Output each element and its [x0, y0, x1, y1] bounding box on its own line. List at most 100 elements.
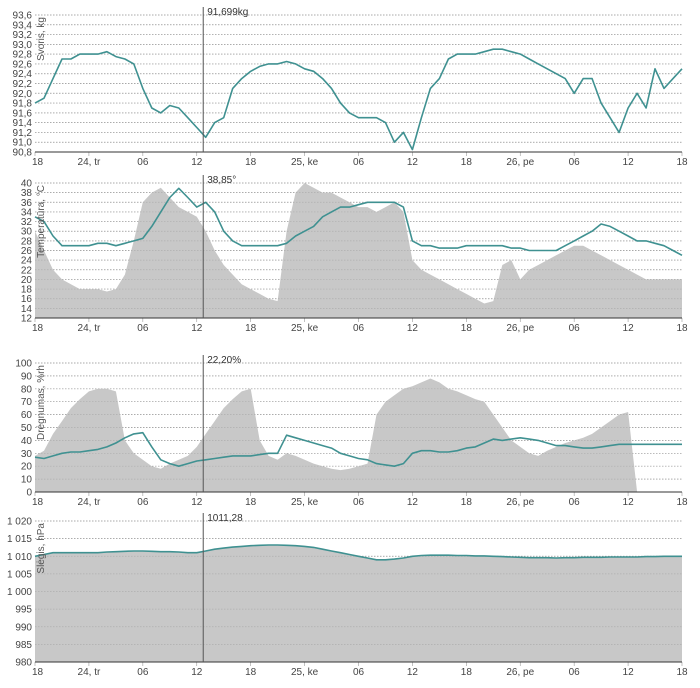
x-tick-label-p1-9: 26, pe: [506, 323, 534, 334]
y-axis-label-p3: Slėgis, hPa: [36, 523, 47, 574]
x-tick-label-p2-11: 12: [623, 497, 635, 508]
y-tick-label-p0-1: 91,0: [13, 138, 33, 149]
y-tick-label-p0-7: 92,2: [13, 79, 33, 90]
x-tick-label-p0-3: 12: [191, 157, 203, 168]
x-tick-label-p3-7: 12: [407, 667, 419, 678]
cursor-value-p2: 22,20%: [207, 355, 241, 366]
y-tick-label-p2-8: 80: [21, 384, 33, 395]
y-tick-label-p0-2: 91,2: [13, 128, 33, 139]
y-tick-label-p3-2: 990: [15, 622, 32, 633]
y-tick-label-p2-10: 100: [15, 359, 32, 370]
x-tick-label-p2-0: 18: [32, 497, 44, 508]
area-series-p1: [35, 183, 682, 318]
y-tick-label-p2-9: 90: [21, 371, 33, 382]
y-tick-label-p1-7: 26: [21, 246, 33, 257]
x-tick-label-p0-11: 12: [623, 157, 635, 168]
x-tick-label-p3-8: 18: [461, 667, 473, 678]
x-tick-label-p2-10: 06: [569, 497, 581, 508]
y-tick-label-p1-9: 30: [21, 227, 33, 238]
y-tick-label-p1-2: 16: [21, 294, 33, 305]
y-tick-label-p0-8: 92,4: [13, 69, 33, 80]
y-tick-label-p1-5: 22: [21, 265, 33, 276]
x-tick-label-p0-12: 18: [676, 157, 688, 168]
y-tick-label-p0-4: 91,6: [13, 108, 33, 119]
x-tick-label-p1-7: 12: [407, 323, 419, 334]
x-tick-label-p1-2: 06: [137, 323, 149, 334]
y-tick-label-p1-4: 20: [21, 275, 33, 286]
x-tick-label-p3-6: 06: [353, 667, 365, 678]
y-tick-label-p1-10: 32: [21, 217, 33, 228]
y-tick-label-p0-13: 93,4: [13, 20, 33, 31]
area-series-p2: [35, 378, 682, 492]
y-tick-label-p0-0: 90,8: [13, 148, 33, 159]
y-tick-label-p3-6: 1 010: [7, 552, 32, 563]
x-tick-label-p2-8: 18: [461, 497, 473, 508]
y-tick-label-p2-7: 70: [21, 397, 33, 408]
y-axis-label-p2: Drėgnumas, %rh: [36, 365, 47, 440]
y-tick-label-p2-3: 30: [21, 449, 33, 460]
x-tick-label-p2-1: 24, tr: [78, 497, 101, 508]
x-tick-label-p3-9: 26, pe: [506, 667, 534, 678]
y-tick-label-p2-0: 0: [26, 488, 32, 499]
y-tick-label-p1-3: 18: [21, 285, 33, 296]
x-tick-label-p0-5: 25, ke: [291, 157, 319, 168]
y-tick-label-p0-11: 93,0: [13, 40, 33, 51]
y-tick-label-p2-1: 10: [21, 475, 33, 486]
x-tick-label-p2-5: 25, ke: [291, 497, 319, 508]
x-tick-label-p1-6: 06: [353, 323, 365, 334]
x-tick-label-p2-4: 18: [245, 497, 257, 508]
y-tick-label-p0-12: 93,2: [13, 30, 33, 41]
x-tick-label-p1-1: 24, tr: [78, 323, 101, 334]
y-tick-label-p0-3: 91,4: [13, 118, 33, 129]
cursor-value-p3: 1011,28: [207, 513, 243, 524]
y-tick-label-p3-3: 995: [15, 605, 32, 616]
y-tick-label-p1-1: 14: [21, 304, 33, 315]
y-tick-label-p1-14: 40: [21, 179, 33, 190]
x-tick-label-p0-9: 26, pe: [506, 157, 534, 168]
y-tick-label-p1-12: 36: [21, 198, 33, 209]
line-series-p2: [34, 431, 682, 467]
x-tick-label-p0-8: 18: [461, 157, 473, 168]
y-tick-label-p3-5: 1 005: [7, 569, 32, 580]
y-tick-label-p3-8: 1 020: [7, 517, 32, 528]
y-tick-label-p2-2: 20: [21, 462, 33, 473]
y-tick-label-p2-4: 40: [21, 436, 33, 447]
y-tick-label-p3-1: 985: [15, 640, 32, 651]
y-axis-label-p1: Temperatūra, °C: [36, 185, 47, 258]
x-tick-label-p1-0: 18: [32, 323, 44, 334]
x-tick-label-p3-0: 18: [32, 667, 44, 678]
x-tick-label-p1-8: 18: [461, 323, 473, 334]
x-tick-label-p2-9: 26, pe: [506, 497, 534, 508]
x-tick-label-p2-7: 12: [407, 497, 419, 508]
x-tick-label-p0-6: 06: [353, 157, 365, 168]
y-tick-label-p1-6: 24: [21, 256, 33, 267]
x-tick-label-p3-3: 12: [191, 667, 203, 678]
x-tick-label-p1-3: 12: [191, 323, 203, 334]
x-tick-label-p0-7: 12: [407, 157, 419, 168]
x-tick-label-p1-11: 12: [623, 323, 635, 334]
line-series-p1: [34, 187, 683, 257]
y-tick-label-p0-6: 92,0: [13, 89, 33, 100]
x-tick-label-p2-12: 18: [676, 497, 688, 508]
x-tick-label-p2-3: 12: [191, 497, 203, 508]
y-tick-label-p0-10: 92,8: [13, 50, 33, 61]
x-tick-label-p3-11: 12: [623, 667, 635, 678]
x-tick-label-p1-5: 25, ke: [291, 323, 319, 334]
x-tick-label-p0-2: 06: [137, 157, 149, 168]
x-tick-label-p0-0: 18: [32, 157, 44, 168]
cursor-value-p1: 38,85°: [207, 175, 236, 186]
y-tick-label-p1-11: 34: [21, 207, 33, 218]
y-tick-label-p2-6: 60: [21, 410, 33, 421]
y-tick-label-p1-8: 28: [21, 236, 33, 247]
y-tick-label-p3-0: 980: [15, 658, 32, 669]
x-tick-label-p0-4: 18: [245, 157, 257, 168]
x-tick-label-p3-2: 06: [137, 667, 149, 678]
y-tick-label-p1-0: 12: [21, 314, 33, 325]
x-tick-label-p1-12: 18: [676, 323, 688, 334]
line-series-p0: [34, 48, 683, 151]
y-tick-label-p2-5: 50: [21, 423, 33, 434]
x-tick-label-p2-6: 06: [353, 497, 365, 508]
pressure-area: [35, 545, 682, 662]
y-tick-label-p3-4: 1 000: [7, 587, 32, 598]
